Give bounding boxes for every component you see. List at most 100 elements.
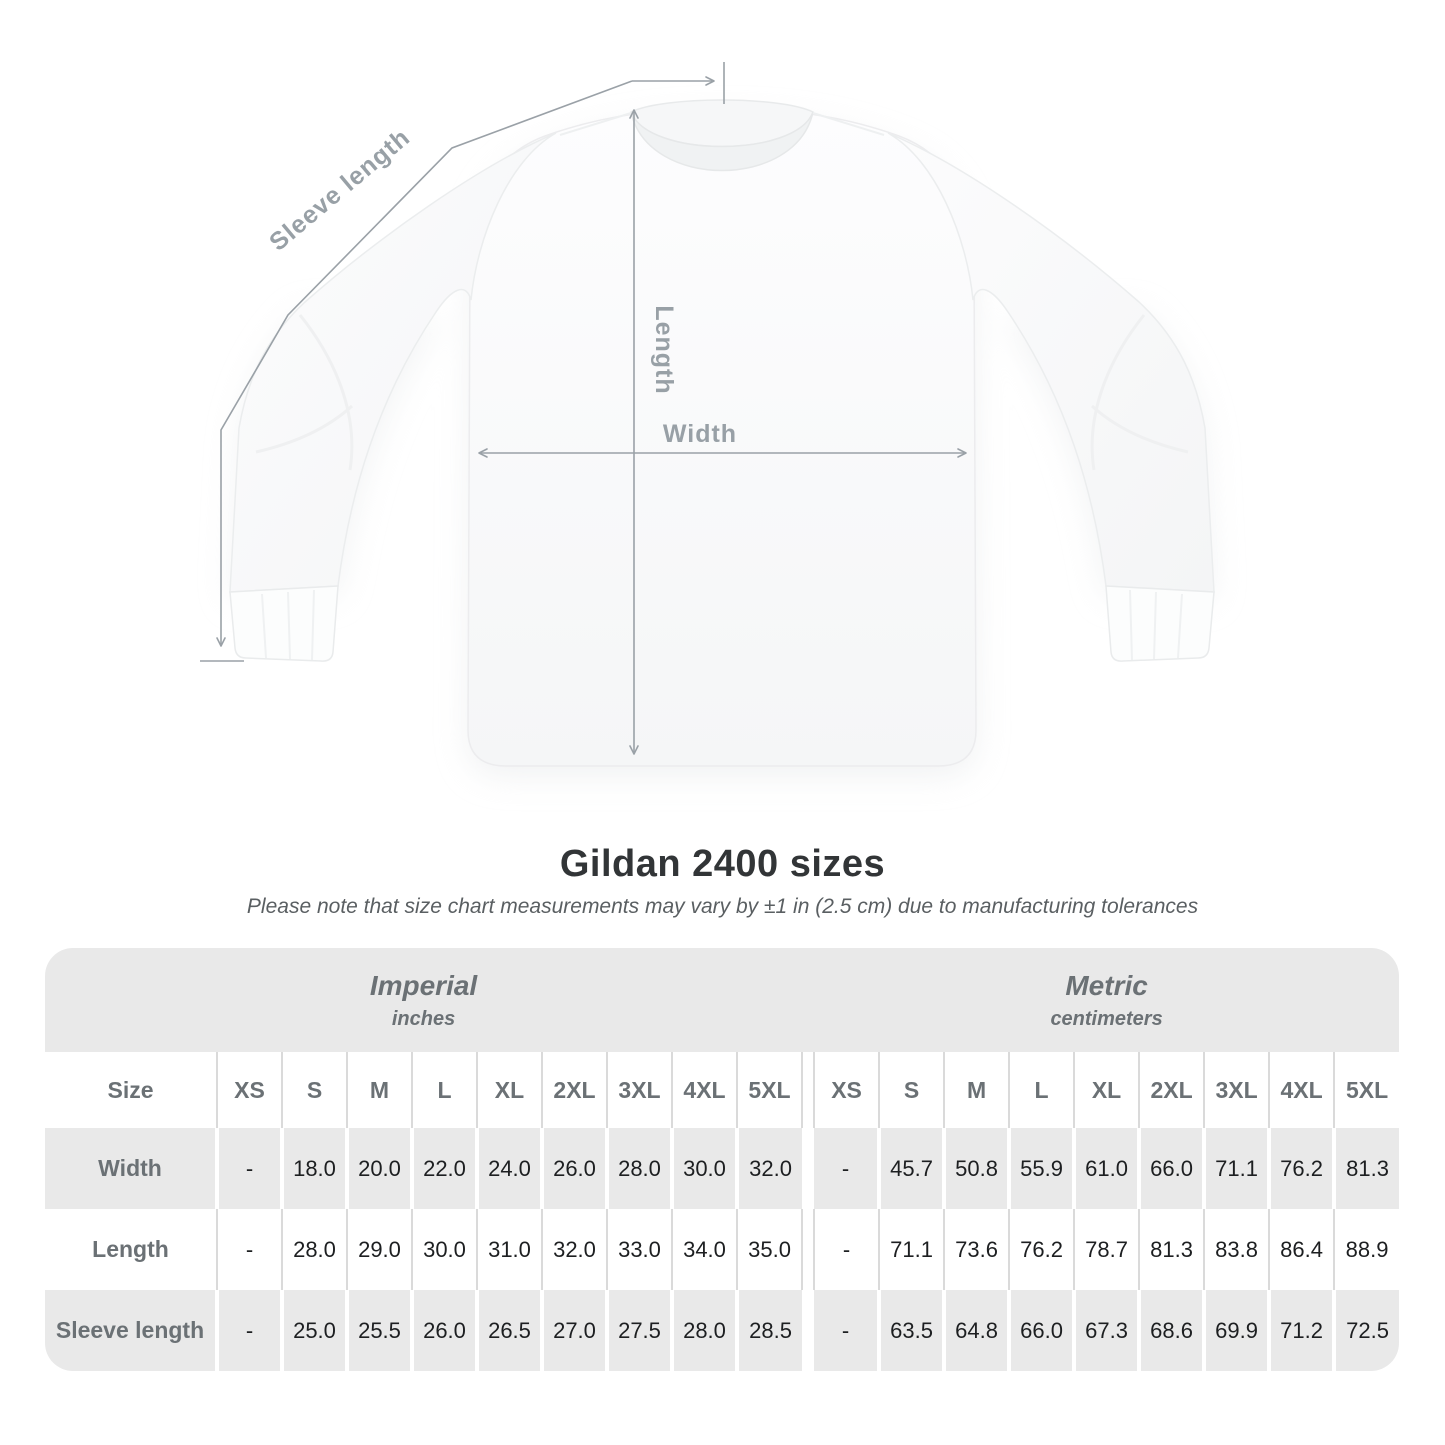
row-label: Length	[45, 1209, 217, 1290]
size-header: 5XL	[1333, 1052, 1399, 1128]
value-cell: 20.0	[345, 1128, 412, 1209]
value-cell: 30.0	[670, 1128, 737, 1209]
value-cell: 26.0	[410, 1290, 477, 1371]
value-cell: 22.0	[410, 1128, 477, 1209]
unit-header-metric: Metric centimeters	[814, 948, 1399, 1052]
size-header: M	[943, 1052, 1010, 1128]
value-cell: 66.0	[1007, 1290, 1075, 1371]
length-label: Length	[650, 305, 678, 394]
value-cell: 45.7	[877, 1128, 945, 1209]
size-header: 4XL	[671, 1052, 737, 1128]
metric-label: Metric	[1065, 969, 1148, 1001]
size-chart-note: Please note that size chart measurements…	[246, 895, 1199, 918]
value-cell: 78.7	[1073, 1209, 1140, 1290]
shirt-illustration	[229, 99, 1215, 767]
value-cell: 76.2	[1267, 1128, 1335, 1209]
value-cell: 27.0	[540, 1290, 607, 1371]
size-header: 2XL	[1138, 1052, 1205, 1128]
value-cell: -	[814, 1209, 880, 1290]
size-header: XS	[814, 1052, 880, 1128]
value-cell: -	[216, 1209, 282, 1290]
shirt-left-cuff	[229, 585, 339, 662]
row-label: Sleeve length	[45, 1290, 217, 1371]
size-header: M	[346, 1052, 412, 1128]
value-cell: 27.5	[605, 1290, 672, 1371]
size-header: XL	[476, 1052, 542, 1128]
size-header: 4XL	[1268, 1052, 1335, 1128]
value-cell: -	[814, 1128, 880, 1209]
value-cell: 81.3	[1332, 1128, 1399, 1209]
value-cell: 64.8	[942, 1290, 1010, 1371]
size-header-row: Size XS S M L XL 2XL 3XL 4XL 5XL XS S M …	[45, 1052, 1399, 1128]
value-cell: 72.5	[1332, 1290, 1399, 1371]
group-separator	[801, 1209, 816, 1290]
value-cell: 18.0	[280, 1128, 347, 1209]
sleeve-length-line	[216, 80, 633, 647]
value-cell: 28.0	[605, 1128, 672, 1209]
value-cell: 81.3	[1138, 1209, 1205, 1290]
value-cell: 24.0	[475, 1128, 542, 1209]
value-cell: 25.0	[280, 1290, 347, 1371]
value-cell: 66.0	[1137, 1128, 1205, 1209]
value-cell: 26.5	[475, 1290, 542, 1371]
width-label: Width	[663, 420, 737, 448]
value-cell: 68.6	[1137, 1290, 1205, 1371]
group-separator	[802, 1128, 815, 1209]
size-header: L	[1008, 1052, 1075, 1128]
value-cell: 32.0	[541, 1209, 607, 1290]
value-cell: 69.9	[1202, 1290, 1270, 1371]
shirt-right-cuff	[1105, 585, 1215, 662]
size-table: Imperial inches Metric centimeters Size …	[45, 948, 1399, 1371]
value-cell: 61.0	[1072, 1128, 1140, 1209]
value-cell: 33.0	[606, 1209, 672, 1290]
value-cell: 35.0	[735, 1209, 803, 1290]
value-cell: 67.3	[1072, 1290, 1140, 1371]
width-row: Width - 18.0 20.0 22.0 24.0 26.0 28.0 30…	[45, 1128, 1399, 1209]
size-chart-title: Gildan 2400 sizes	[559, 843, 886, 885]
value-cell: 28.0	[670, 1290, 737, 1371]
value-cell: 34.0	[671, 1209, 737, 1290]
unit-band-separator	[802, 948, 815, 1052]
shirt-measurement-diagram: Sleeve length Length Width	[200, 62, 1215, 776]
size-header: 2XL	[541, 1052, 607, 1128]
group-separator	[801, 1052, 816, 1128]
value-cell: 28.5	[734, 1290, 803, 1371]
value-cell: 50.8	[942, 1128, 1010, 1209]
size-header: L	[411, 1052, 477, 1128]
imperial-label: Imperial	[369, 969, 478, 1001]
metric-unit-label: centimeters	[1050, 1007, 1163, 1030]
value-cell: 31.0	[476, 1209, 542, 1290]
value-cell: 71.1	[1202, 1128, 1270, 1209]
value-cell: 28.0	[281, 1209, 347, 1290]
row-label: Width	[45, 1128, 217, 1209]
size-header: XL	[1073, 1052, 1140, 1128]
imperial-unit-label: inches	[391, 1007, 456, 1030]
size-header: 3XL	[606, 1052, 672, 1128]
unit-header-row: Imperial inches Metric centimeters	[45, 948, 1399, 1052]
size-header: S	[281, 1052, 347, 1128]
value-cell: 63.5	[877, 1290, 945, 1371]
value-cell: 32.0	[734, 1128, 803, 1209]
size-header: 5XL	[735, 1052, 803, 1128]
shirt-left-sleeve	[229, 132, 557, 593]
size-header: XS	[216, 1052, 282, 1128]
value-cell: 76.2	[1008, 1209, 1075, 1290]
value-cell: 71.1	[878, 1209, 945, 1290]
unit-header-imperial: Imperial inches	[45, 948, 803, 1052]
size-column-header: Size	[45, 1052, 217, 1128]
size-header: 3XL	[1203, 1052, 1270, 1128]
value-cell: 26.0	[540, 1128, 607, 1209]
value-cell: 29.0	[346, 1209, 412, 1290]
size-table-card: Imperial inches Metric centimeters Size …	[45, 948, 1399, 1371]
shirt-collar-rib	[630, 111, 814, 172]
value-cell: 30.0	[411, 1209, 477, 1290]
value-cell: 88.9	[1333, 1209, 1399, 1290]
length-row: Length - 28.0 29.0 30.0 31.0 32.0 33.0 3…	[45, 1209, 1399, 1290]
value-cell: 55.9	[1007, 1128, 1075, 1209]
group-separator	[802, 1290, 815, 1371]
value-cell: -	[215, 1290, 282, 1371]
size-header: S	[878, 1052, 945, 1128]
value-cell: 83.8	[1203, 1209, 1270, 1290]
value-cell: 71.2	[1267, 1290, 1335, 1371]
